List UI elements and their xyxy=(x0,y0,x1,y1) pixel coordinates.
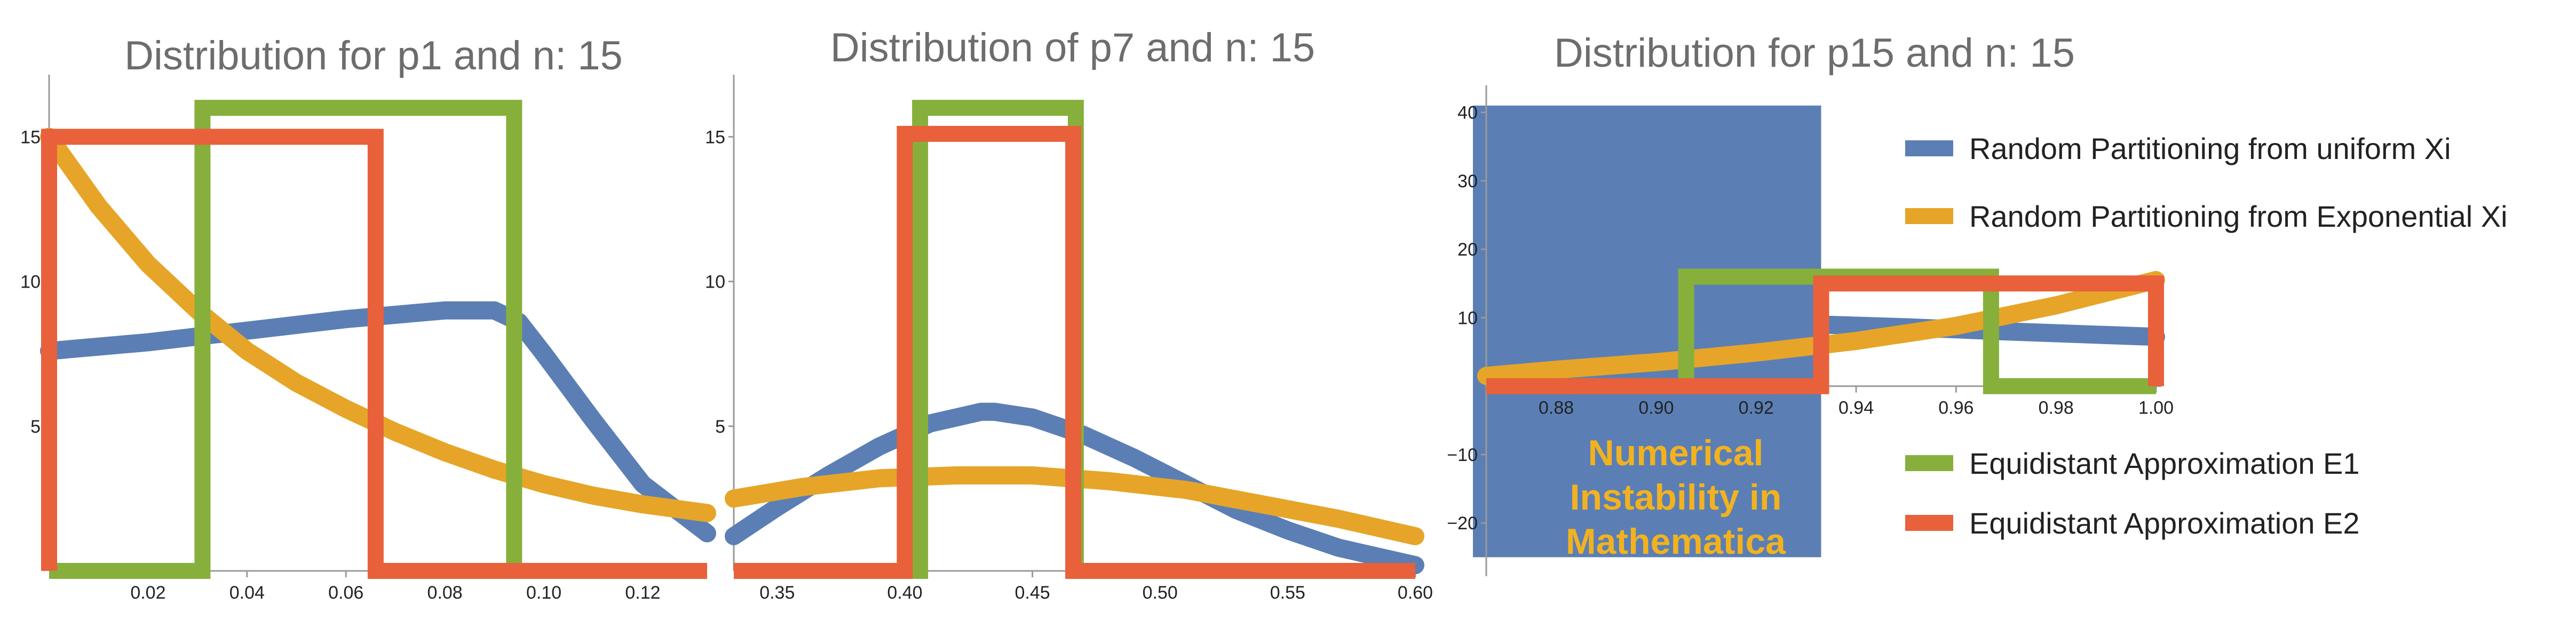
x-ticks-p15: 0.88 0.90 0.92 0.94 0.96 0.98 1.00 xyxy=(1539,386,2174,418)
legend-label-e1: Equidistant Approximation E1 xyxy=(1969,447,2360,480)
legend-label-exponential: Random Partitioning from Exponential Xi xyxy=(1969,200,2508,233)
x-tick-label: 0.08 xyxy=(427,583,463,603)
chart-panel-p7: Distribution of p7 and n: 15 0.35 0.40 0.4… xyxy=(705,25,1433,603)
x-tick-label: 0.10 xyxy=(526,583,561,603)
y-tick-label: 10 xyxy=(1457,308,1478,328)
x-tick-label: 1.00 xyxy=(2138,398,2174,418)
annotation-line-2: Instability in xyxy=(1570,477,1782,518)
annotation-line-3: Mathematica xyxy=(1566,521,1786,562)
chart-panel-p15: Distribution for p15 and n: 15 0.88 0.90 0… xyxy=(1447,30,2174,576)
x-tick-label: 0.94 xyxy=(1838,398,1874,418)
x-tick-label: 0.40 xyxy=(887,583,922,603)
y-tick-label: 10 xyxy=(20,272,41,292)
x-tick-label: 0.88 xyxy=(1539,398,1574,418)
y-tick-label: 40 xyxy=(1457,103,1478,123)
x-tick-label: 0.90 xyxy=(1638,398,1674,418)
x-tick-label: 0.04 xyxy=(229,583,265,603)
y-tick-label: 10 xyxy=(705,272,725,292)
y-tick-label: −10 xyxy=(1447,445,1478,465)
x-tick-label: 0.55 xyxy=(1270,583,1305,603)
x-tick-label: 0.45 xyxy=(1014,583,1050,603)
series-line-exponential-p7 xyxy=(725,466,1424,545)
x-tick-label: 0.12 xyxy=(625,583,660,603)
chart-title-p1: Distribution for p1 and n: 15 xyxy=(124,33,623,78)
legend-label-e2: Equidistant Approximation E2 xyxy=(1969,506,2360,540)
x-tick-label: 0.92 xyxy=(1739,398,1774,418)
legend: Random Partitioning from uniform Xi Rand… xyxy=(1905,132,2508,540)
x-tick-label: 0.06 xyxy=(328,583,363,603)
y-tick-label: −20 xyxy=(1447,513,1478,534)
series-group-p1 xyxy=(40,100,716,579)
chart-title-p7: Distribution of p7 and n: 15 xyxy=(830,25,1315,70)
x-tick-label: 0.60 xyxy=(1398,583,1433,603)
series-line-uniform-p7 xyxy=(725,402,1424,575)
chart-panel-p1: Distribution for p1 and n: 15 0.02 0.04 0.… xyxy=(20,33,716,603)
x-ticks-p7: 0.35 0.40 0.45 0.50 0.55 0.60 xyxy=(759,571,1433,603)
y-tick-label: 5 xyxy=(30,417,41,437)
x-tick-label: 0.50 xyxy=(1143,583,1178,603)
chart-title-p15: Distribution for p15 and n: 15 xyxy=(1554,30,2075,76)
y-ticks-p7: 5 10 15 xyxy=(705,127,734,437)
series-line-exponential-p15 xyxy=(1477,271,2165,385)
y-ticks-p15: −20 −10 10 20 30 40 xyxy=(1447,103,1486,534)
y-tick-label: 5 xyxy=(715,417,725,437)
y-tick-label: 30 xyxy=(1457,171,1478,192)
x-tick-label: 0.35 xyxy=(759,583,795,603)
series-group-p15 xyxy=(1477,268,2165,394)
y-tick-label: 20 xyxy=(1457,240,1478,260)
y-tick-label: 15 xyxy=(20,127,41,147)
y-tick-label: 15 xyxy=(705,127,725,147)
x-tick-label: 0.98 xyxy=(2039,398,2074,418)
numerical-instability-region xyxy=(1473,105,1821,558)
series-line-e2-p1 xyxy=(41,129,707,579)
annotation-line-1: Numerical xyxy=(1588,433,1764,473)
series-line-e2-p15 xyxy=(1486,275,2164,394)
legend-label-uniform: Random Partitioning from uniform Xi xyxy=(1969,132,2451,165)
series-line-e2-p7 xyxy=(734,125,1415,579)
x-tick-label: 0.02 xyxy=(130,583,165,603)
x-tick-label: 0.96 xyxy=(1938,398,1973,418)
series-group-p7 xyxy=(725,100,1424,579)
